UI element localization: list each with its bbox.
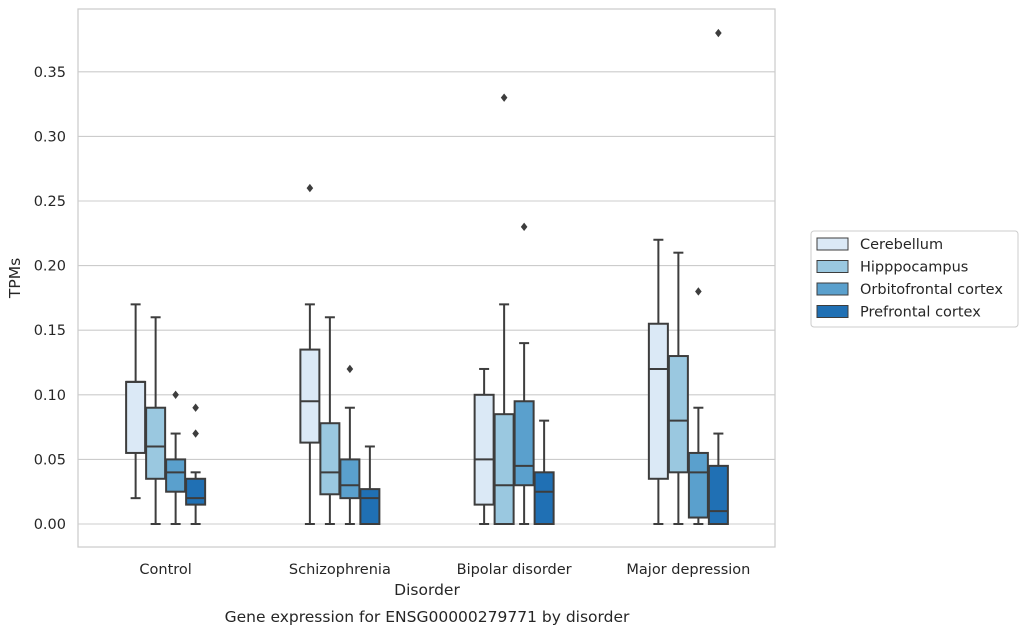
box-prefrontal-cortex bbox=[707, 28, 729, 525]
y-tick-labels: 0.00 0.05 0.10 0.15 0.20 0.25 0.30 0.35 bbox=[34, 65, 66, 533]
legend-label: Prefrontal cortex bbox=[860, 305, 981, 321]
box-prefrontal-cortex bbox=[359, 445, 381, 525]
box-body bbox=[533, 471, 555, 526]
legend-label: Hipppocampus bbox=[860, 260, 968, 276]
legend-swatch bbox=[816, 282, 849, 296]
box-hipppocampus bbox=[319, 316, 341, 525]
box-body bbox=[687, 451, 709, 519]
x-tick-label: Bipolar disorder bbox=[457, 562, 572, 578]
box-body bbox=[707, 464, 729, 525]
outlier-point bbox=[520, 222, 528, 232]
legend-swatch bbox=[816, 305, 849, 318]
box-hipppocampus bbox=[145, 316, 167, 525]
box-plots bbox=[125, 28, 729, 526]
chart-caption: Gene expression for ENSG00000279771 by d… bbox=[225, 608, 630, 626]
box-prefrontal-cortex bbox=[533, 419, 555, 526]
x-tick-label: Major depression bbox=[626, 562, 750, 578]
outlier-point bbox=[715, 28, 722, 38]
box-body bbox=[145, 406, 167, 480]
outlier-point bbox=[192, 429, 199, 438]
y-tick-label: 0.05 bbox=[34, 452, 66, 468]
legend-label: Cerebellum bbox=[860, 237, 943, 253]
y-axis-title: TPMs bbox=[6, 258, 24, 299]
box-cerebellum bbox=[125, 303, 147, 500]
outlier-point bbox=[192, 403, 199, 412]
box-body bbox=[165, 458, 187, 493]
legend-swatch bbox=[816, 260, 849, 273]
outlier-point bbox=[346, 364, 354, 374]
legend-frame bbox=[810, 230, 1019, 328]
box-body bbox=[339, 458, 361, 500]
box-body bbox=[299, 348, 321, 444]
box-cerebellum bbox=[299, 183, 321, 525]
box-body bbox=[667, 355, 689, 474]
legend-label: Orbitofrontal cortex bbox=[860, 282, 1003, 298]
box-body bbox=[359, 488, 381, 525]
box-prefrontal-cortex bbox=[185, 403, 207, 525]
box-orbitofrontal-cortex bbox=[339, 364, 361, 525]
plot-area-frame bbox=[77, 8, 776, 548]
outlier-point bbox=[695, 287, 702, 296]
box-orbitofrontal-cortex bbox=[513, 222, 535, 525]
legend: Cerebellum Hipppocampus Orbitofrontal cort… bbox=[810, 230, 1019, 328]
box-body bbox=[473, 393, 495, 506]
y-tick-label: 0.00 bbox=[34, 517, 66, 533]
y-tick-label: 0.20 bbox=[34, 259, 66, 275]
y-tick-label: 0.35 bbox=[34, 65, 66, 81]
box-orbitofrontal-cortex bbox=[165, 390, 187, 525]
box-hipppocampus bbox=[667, 251, 689, 525]
box-body bbox=[319, 422, 341, 496]
box-body bbox=[493, 413, 515, 525]
box-body bbox=[647, 322, 669, 480]
box-cerebellum bbox=[473, 367, 495, 525]
y-tick-label: 0.25 bbox=[34, 194, 66, 210]
legend-swatch bbox=[816, 237, 849, 251]
box-body bbox=[125, 380, 147, 454]
y-tick-label: 0.15 bbox=[34, 323, 66, 339]
outlier-point bbox=[172, 390, 179, 399]
box-body bbox=[185, 477, 207, 506]
box-orbitofrontal-cortex bbox=[687, 287, 709, 525]
y-tick-label: 0.30 bbox=[34, 129, 66, 145]
outlier-point bbox=[500, 93, 508, 102]
grid-lines bbox=[78, 71, 775, 525]
x-axis-title: Disorder bbox=[394, 581, 460, 599]
y-tick-label: 0.10 bbox=[34, 388, 66, 404]
outlier-point bbox=[306, 183, 314, 193]
x-tick-label: Control bbox=[139, 562, 191, 578]
box-cerebellum bbox=[647, 238, 669, 525]
x-tick-label: Schizophrenia bbox=[289, 562, 391, 578]
x-tick-labels: Control Schizophrenia Bipolar disorder Majo… bbox=[139, 562, 750, 578]
box-body bbox=[513, 400, 535, 487]
box-hipppocampus bbox=[493, 93, 515, 525]
